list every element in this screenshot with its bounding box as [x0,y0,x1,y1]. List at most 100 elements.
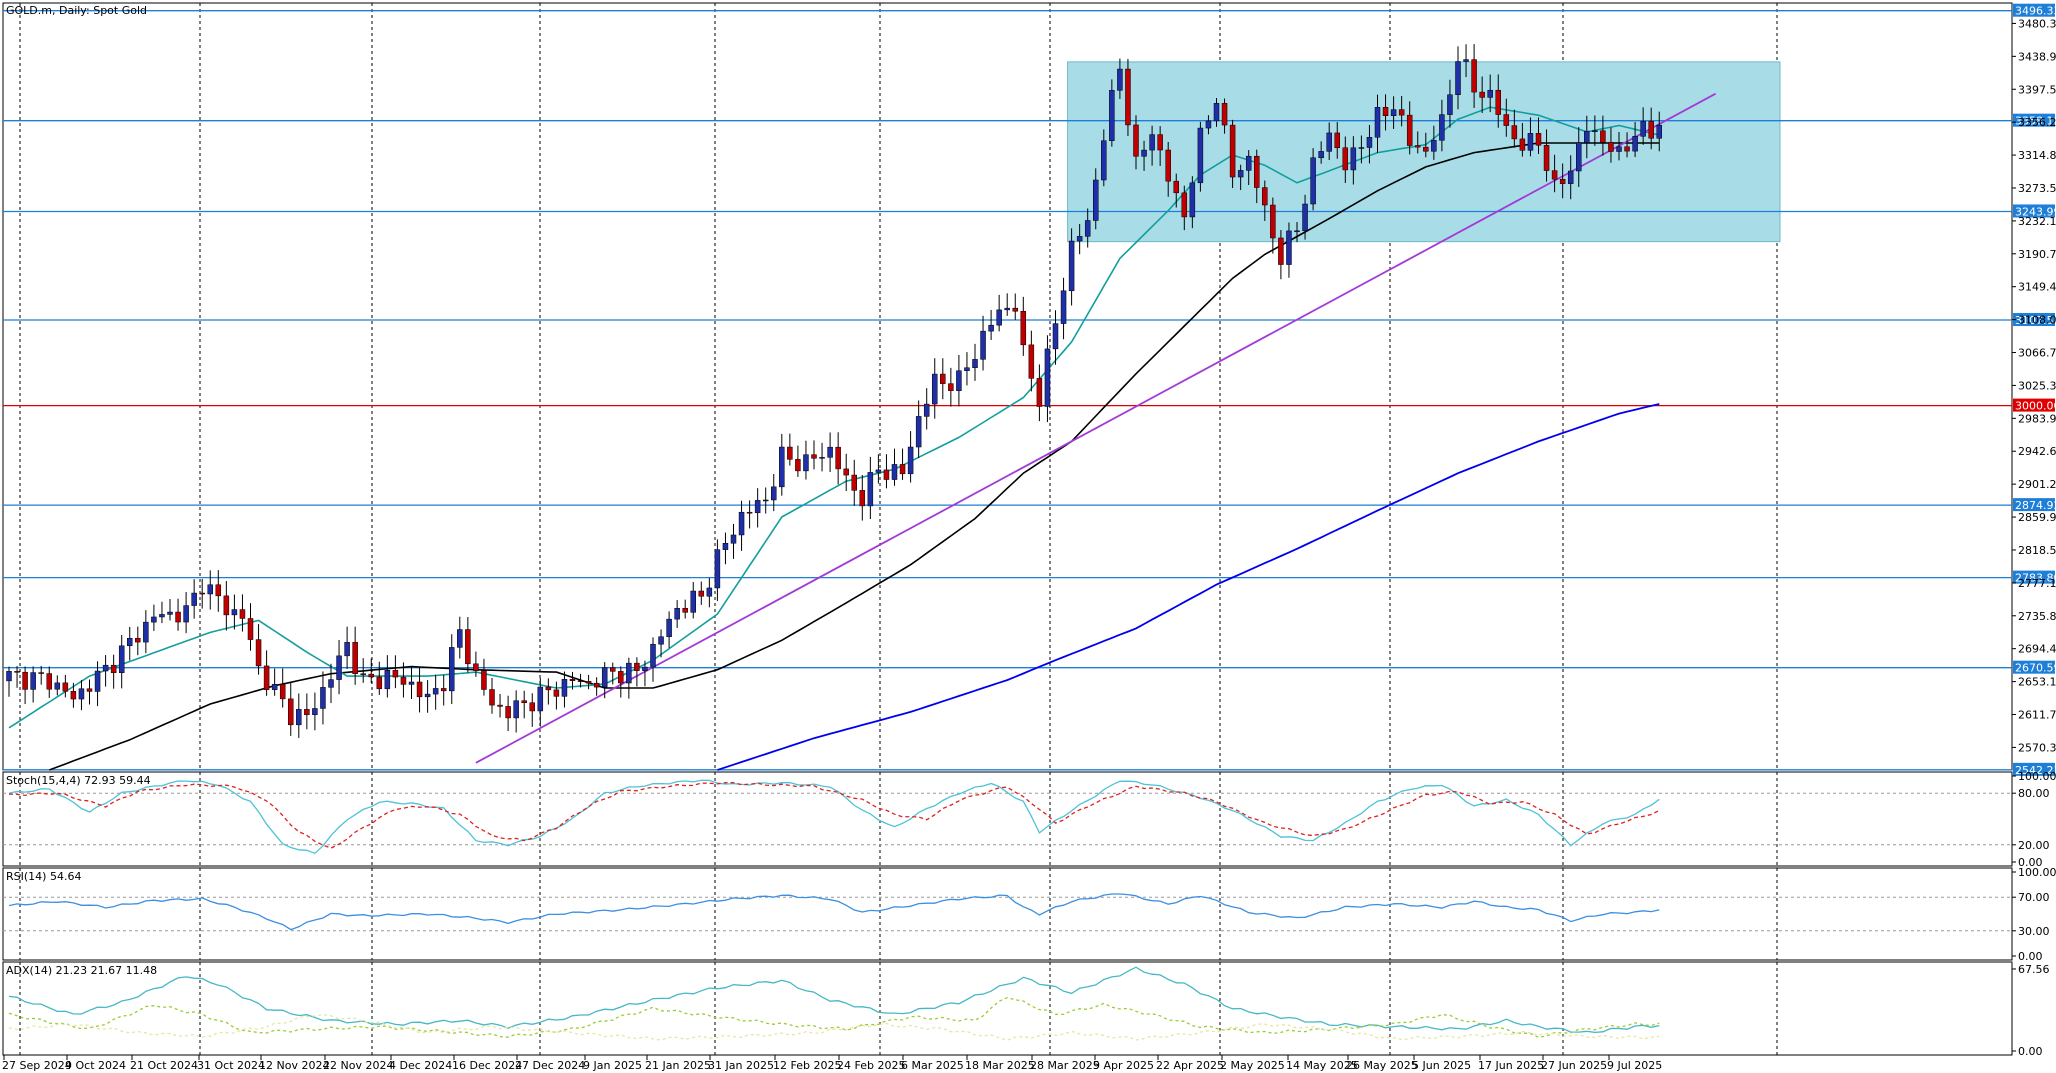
bull-candle [1576,142,1582,172]
bear-candle [247,618,254,640]
time-tick-label: 27 Jun 2025 [1541,1059,1607,1072]
rsi-pane-frame [2,867,2013,961]
time-tick-label: 21 Oct 2024 [130,1059,198,1072]
bear-candle [883,469,890,480]
bear-candle [465,629,471,665]
stochastic-pane-frame [2,771,2013,867]
rsi-pane[interactable]: 100.00 70.00 30.00 0.00 RSI(14) 54.64 [2,866,2056,963]
bull-candle [561,678,568,697]
sma-slow-line [49,142,1660,771]
price-tick-label: 3273.51 [2018,182,2056,195]
bull-candle [730,534,737,544]
bull-candle [819,457,825,459]
bull-candle [626,662,632,684]
level-badge [2013,498,2055,512]
bear-candle [46,673,52,690]
time-tick-label: 22 Nov 2024 [323,1059,393,1072]
level-badge [2013,113,2055,127]
bear-candle [1125,68,1131,126]
bull-candle [762,499,769,502]
adx-label: ADX(14) 21.23 21.67 11.48 [6,964,157,977]
bear-candle [239,609,246,619]
level-badge-label: 3496.33 [2015,5,2056,18]
bull-candle [1318,151,1324,159]
stochastic-label: Stoch(15,4,4) 72.93 59.44 [6,774,151,787]
level-badge-label: 3243.99 [2015,205,2056,218]
bull-candle [980,330,986,360]
bull-candle [1109,90,1115,141]
time-tick-label: 27 Sep 2024 [2,1059,72,1072]
time-tick-label: 9 Jan 2025 [583,1059,642,1072]
bear-candle [1471,59,1477,93]
bull-candle [1350,147,1357,171]
time-tick-label: 22 Apr 2025 [1156,1059,1224,1072]
time-tick-label: 16 Dec 2024 [452,1059,522,1072]
price-tick-label: 3397.59 [2018,83,2056,96]
bear-candle [376,676,383,690]
bear-candle [1229,124,1236,178]
time-tick-label: 5 Jun 2025 [1412,1059,1471,1072]
price-tick-label: 2694.47 [2018,643,2056,656]
bull-candle [1431,140,1437,152]
rsi-series-line [8,893,1660,931]
price-tick-label: 2901.27 [2018,478,2056,491]
bear-candle [1503,114,1510,126]
bull-candle [891,464,898,480]
bull-candle [738,511,745,536]
bear-candle [38,672,44,674]
bear-candle [1334,132,1340,148]
bear-candle [1415,145,1421,148]
horizontal-levels[interactable]: 3496.33 3358.10 3243.99 3107.57 3000.00 2874.… [3,3,2056,777]
bull-candle [328,679,334,688]
bear-candle [569,678,576,681]
bull-candle [1584,130,1590,143]
adx-series-line [8,1013,1660,1041]
bull-candle [1084,220,1091,237]
bull-candle [1567,170,1574,184]
bull-candle [312,708,318,715]
indicator-tick-label: 67.56 [2018,963,2050,976]
bear-candle [795,459,801,472]
bull-candle [932,373,938,405]
bear-candle [223,595,230,616]
level-badge-label: 3358.10 [2015,115,2056,128]
bull-candle [907,446,914,475]
bear-candle [360,673,366,675]
bull-candle [1101,140,1107,181]
time-tick-label: 24 Feb 2025 [837,1059,905,1072]
level-badge [2013,3,2055,17]
bear-candle [1221,103,1228,126]
indicator-tick-label: 20.00 [2018,839,2050,852]
bull-candle [457,629,463,648]
bull-candle [827,446,833,458]
bull-candle [1592,130,1598,132]
adx-pane[interactable]: 67.56 0.00 ADX(14) 21.23 21.67 11.48 [2,961,2050,1058]
bear-candle [899,464,906,475]
bull-candle [320,687,326,709]
bull-candle [1044,348,1051,407]
bull-candle [1632,136,1638,152]
stochastic-pane[interactable]: 100.00 80.00 20.00 0.00 Stoch(15,4,4) 72.93… [2,770,2056,869]
bear-candle [618,671,624,684]
price-tick-label: 3438.95 [2018,50,2056,63]
bull-candle [1455,61,1461,95]
consolidation-range-box [1067,61,1781,243]
bull-candle [102,664,109,672]
bull-candle [1366,137,1373,148]
level-badge [2013,204,2055,218]
bull-candle [1237,170,1244,178]
bull-candle [183,605,189,623]
bull-candle [1527,133,1534,151]
time-tick-label: 2 May 2025 [1220,1059,1285,1072]
indicator-tick-label: 0.00 [2018,856,2043,869]
bear-candle [593,682,600,688]
bull-candle [658,636,664,645]
level-badge [2013,570,2055,584]
trendline-group[interactable] [475,92,1717,764]
bull-candle [1149,134,1155,151]
bear-candle [1519,138,1526,151]
bull-candle [875,469,882,473]
time-tick-label: 9 Jul 2025 [1607,1059,1662,1072]
